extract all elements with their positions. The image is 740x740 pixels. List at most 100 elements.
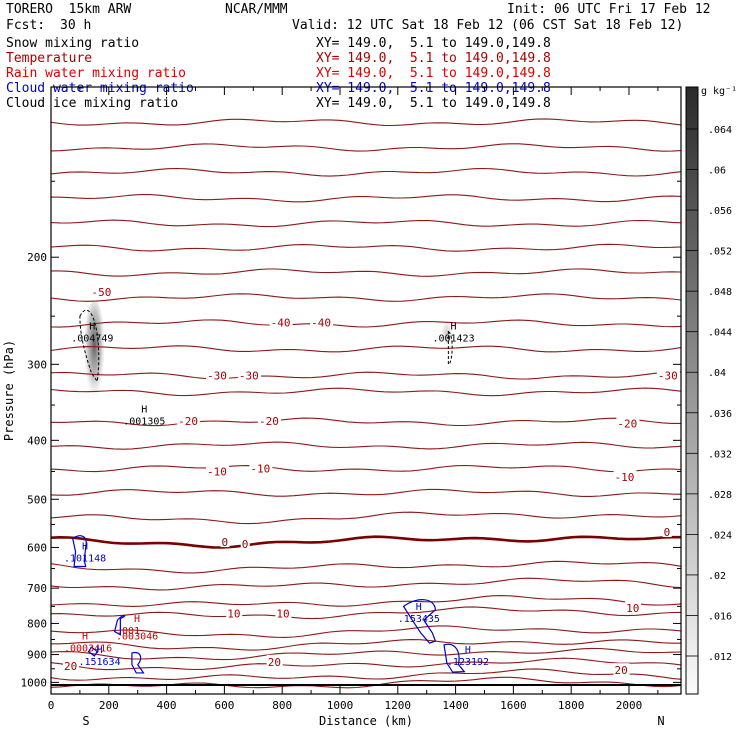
isotherm bbox=[50, 371, 681, 380]
colorbar-tick-label: .028 bbox=[708, 490, 732, 501]
isotherm bbox=[50, 194, 682, 203]
isotherm bbox=[50, 167, 682, 177]
isotherm-label-bg bbox=[269, 315, 293, 328]
max-marker-label: H bbox=[416, 602, 422, 613]
isotherm bbox=[50, 647, 682, 661]
x-tick-label: 1800 bbox=[558, 699, 585, 712]
isotherm bbox=[50, 387, 682, 397]
isotherm bbox=[50, 219, 682, 228]
isotherm bbox=[50, 417, 681, 427]
isotherm-label-bg bbox=[177, 414, 201, 427]
north-end-label: N bbox=[657, 714, 664, 728]
isotherm-label: 0 bbox=[222, 536, 229, 549]
isotherm-label: -10 bbox=[250, 462, 270, 475]
max-marker-value: .003046 bbox=[116, 631, 158, 642]
isotherm bbox=[50, 293, 682, 302]
y-tick-label: 500 bbox=[27, 493, 47, 506]
isotherm-label: 20 bbox=[615, 664, 628, 677]
colorbar-tick-label: .04 bbox=[708, 368, 726, 379]
colorbar-tick-label: .02 bbox=[708, 571, 726, 582]
cloud-water-contour bbox=[87, 646, 99, 657]
field-xy-range: XY= 149.0, 5.1 to 149.0,149.8 bbox=[316, 81, 551, 96]
field-xy-range: XY= 149.0, 5.1 to 149.0,149.8 bbox=[316, 36, 551, 51]
y-tick-label: 1000 bbox=[21, 676, 48, 689]
isotherm bbox=[50, 464, 682, 473]
max-marker-value: .151634 bbox=[78, 657, 120, 668]
isotherm-label-bg bbox=[656, 368, 680, 381]
isotherm-label: -30 bbox=[239, 370, 259, 383]
cloud-water-contour bbox=[131, 651, 145, 674]
forecast-label: Fcst: bbox=[6, 18, 46, 33]
x-axis-title: Distance (km) bbox=[319, 714, 413, 728]
colorbar-tick-label: .044 bbox=[708, 328, 732, 339]
isotherm bbox=[50, 560, 682, 574]
isotherm bbox=[50, 319, 682, 328]
max-marker-label: H bbox=[141, 404, 147, 415]
max-marker-value: .101148 bbox=[64, 554, 106, 565]
colorbar-tick-label: .052 bbox=[708, 247, 732, 258]
colorbar-tick-label: .06 bbox=[708, 166, 726, 177]
isotherm bbox=[50, 595, 682, 607]
cloud-water-contour bbox=[402, 599, 437, 644]
isotherm bbox=[50, 441, 682, 450]
field-name: Temperature bbox=[6, 51, 93, 66]
field-name: Cloud ice mixing ratio bbox=[6, 96, 179, 111]
init-time: Init: 06 UTC Fri 17 Feb 12 bbox=[507, 2, 711, 17]
cloud-water-contour bbox=[443, 643, 466, 673]
colorbar-tick-label: .032 bbox=[708, 449, 732, 460]
isotherm-label-bg bbox=[90, 284, 114, 297]
isotherm-label: -40 bbox=[271, 316, 291, 329]
x-tick-label: 1000 bbox=[327, 699, 354, 712]
snow-shading bbox=[83, 300, 106, 411]
field-xy-range: XY= 149.0, 5.1 to 149.0,149.8 bbox=[316, 66, 551, 81]
isotherm-label-bg bbox=[625, 601, 642, 614]
isotherm bbox=[50, 511, 682, 525]
colorbar-units: g kg⁻¹ bbox=[701, 86, 737, 97]
x-tick-label: 200 bbox=[99, 699, 119, 712]
isotherm-label-bg bbox=[226, 606, 243, 619]
isotherm-label-bg bbox=[206, 368, 230, 381]
plot-frame bbox=[50, 86, 682, 695]
isotherm bbox=[50, 243, 682, 252]
isotherm-label: 10 bbox=[626, 602, 639, 615]
isotherm bbox=[50, 668, 682, 681]
forecast-hour: 30 h bbox=[60, 18, 92, 33]
isotherm bbox=[50, 143, 682, 152]
isotherm-label-bg bbox=[613, 470, 637, 483]
x-tick-label: 800 bbox=[272, 699, 292, 712]
max-marker-label: H bbox=[450, 322, 456, 333]
isotherm-label: -20 bbox=[259, 415, 279, 428]
isotherm-label-bg bbox=[63, 659, 80, 672]
isotherm bbox=[50, 118, 682, 127]
isotherm-label-bg bbox=[613, 663, 630, 676]
max-marker-value: .001 bbox=[116, 626, 140, 637]
isotherm-label: 20 bbox=[268, 656, 281, 669]
isotherm-label-bg bbox=[310, 315, 334, 328]
valid-time: Valid: 12 UTC Sat 18 Feb 12 (06 CST Sat … bbox=[292, 18, 684, 33]
y-tick-label: 900 bbox=[27, 649, 47, 662]
isotherm-label: -10 bbox=[615, 471, 635, 484]
isotherm bbox=[51, 639, 681, 651]
y-tick-label: 600 bbox=[27, 541, 47, 554]
isotherm-label-bg bbox=[258, 414, 282, 427]
isotherm-label-bg bbox=[616, 416, 640, 429]
colorbar-tick-label: .056 bbox=[708, 206, 732, 217]
snow-shading bbox=[440, 322, 453, 351]
isotherm bbox=[50, 345, 682, 353]
max-marker-value: .0003416 bbox=[64, 643, 112, 654]
x-tick-label: 600 bbox=[214, 699, 234, 712]
max-marker-label: H bbox=[134, 614, 140, 625]
max-marker-label: H bbox=[96, 645, 102, 656]
max-marker-value: .153435 bbox=[398, 614, 440, 625]
x-tick-label: 1200 bbox=[385, 699, 412, 712]
max-marker-value: .004749 bbox=[71, 334, 113, 345]
field-name: Cloud water mixing ratio bbox=[6, 81, 194, 96]
colorbar-tick-label: .036 bbox=[708, 409, 732, 420]
isotherm-label-bg bbox=[266, 654, 283, 667]
y-tick-label: 200 bbox=[27, 251, 47, 264]
isotherm bbox=[50, 577, 682, 591]
isotherm bbox=[50, 535, 681, 549]
isotherm bbox=[50, 625, 682, 638]
max-marker-label: H bbox=[89, 322, 95, 333]
